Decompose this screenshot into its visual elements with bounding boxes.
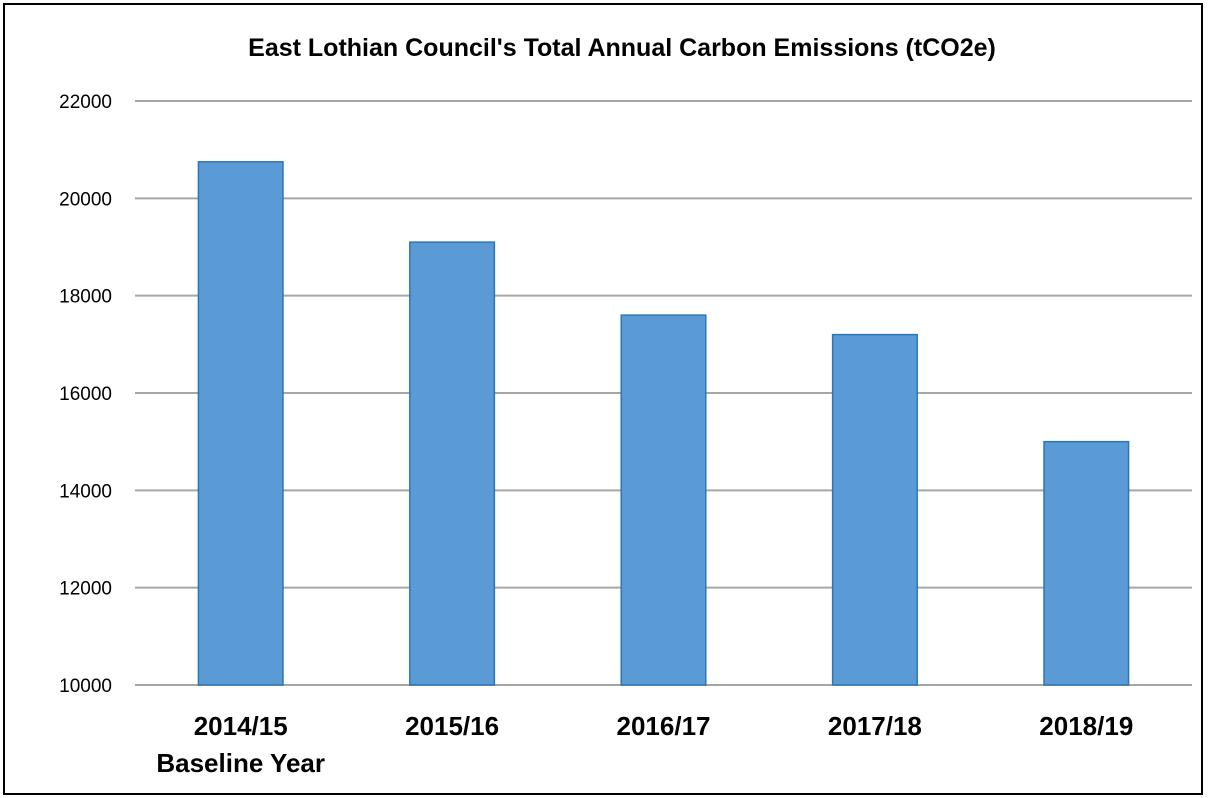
y-tick-label: 14000 [59,481,112,502]
bar [1043,440,1130,686]
gridlines [135,100,1192,686]
y-tick-label: 16000 [59,384,112,405]
bar [831,333,918,686]
x-tick-label: 2018/19 [1039,711,1133,741]
bar [409,241,496,686]
y-tick-label: 18000 [59,287,112,308]
y-tick-label: 12000 [59,579,112,600]
bar [197,161,284,686]
bars [197,161,1130,686]
x-tick-sublabel: Baseline Year [156,748,325,778]
x-tick-label: 2017/18 [828,711,922,741]
y-tick-label: 20000 [59,189,112,210]
y-tick-label: 22000 [59,92,112,113]
x-tick-label: 2015/16 [405,711,499,741]
x-tick-label: 2016/17 [617,711,711,741]
y-tick-label: 10000 [59,676,112,697]
y-axis-tick-labels: 10000 12000 14000 16000 18000 20000 22000 [59,92,112,697]
bar [620,314,707,686]
x-tick-label: 2014/15 [194,711,288,741]
x-axis-tick-labels: 2014/15 Baseline Year 2015/16 2016/17 2017/1… [156,711,1133,778]
chart-title: East Lothian Council's Total Annual Carb… [248,34,996,62]
